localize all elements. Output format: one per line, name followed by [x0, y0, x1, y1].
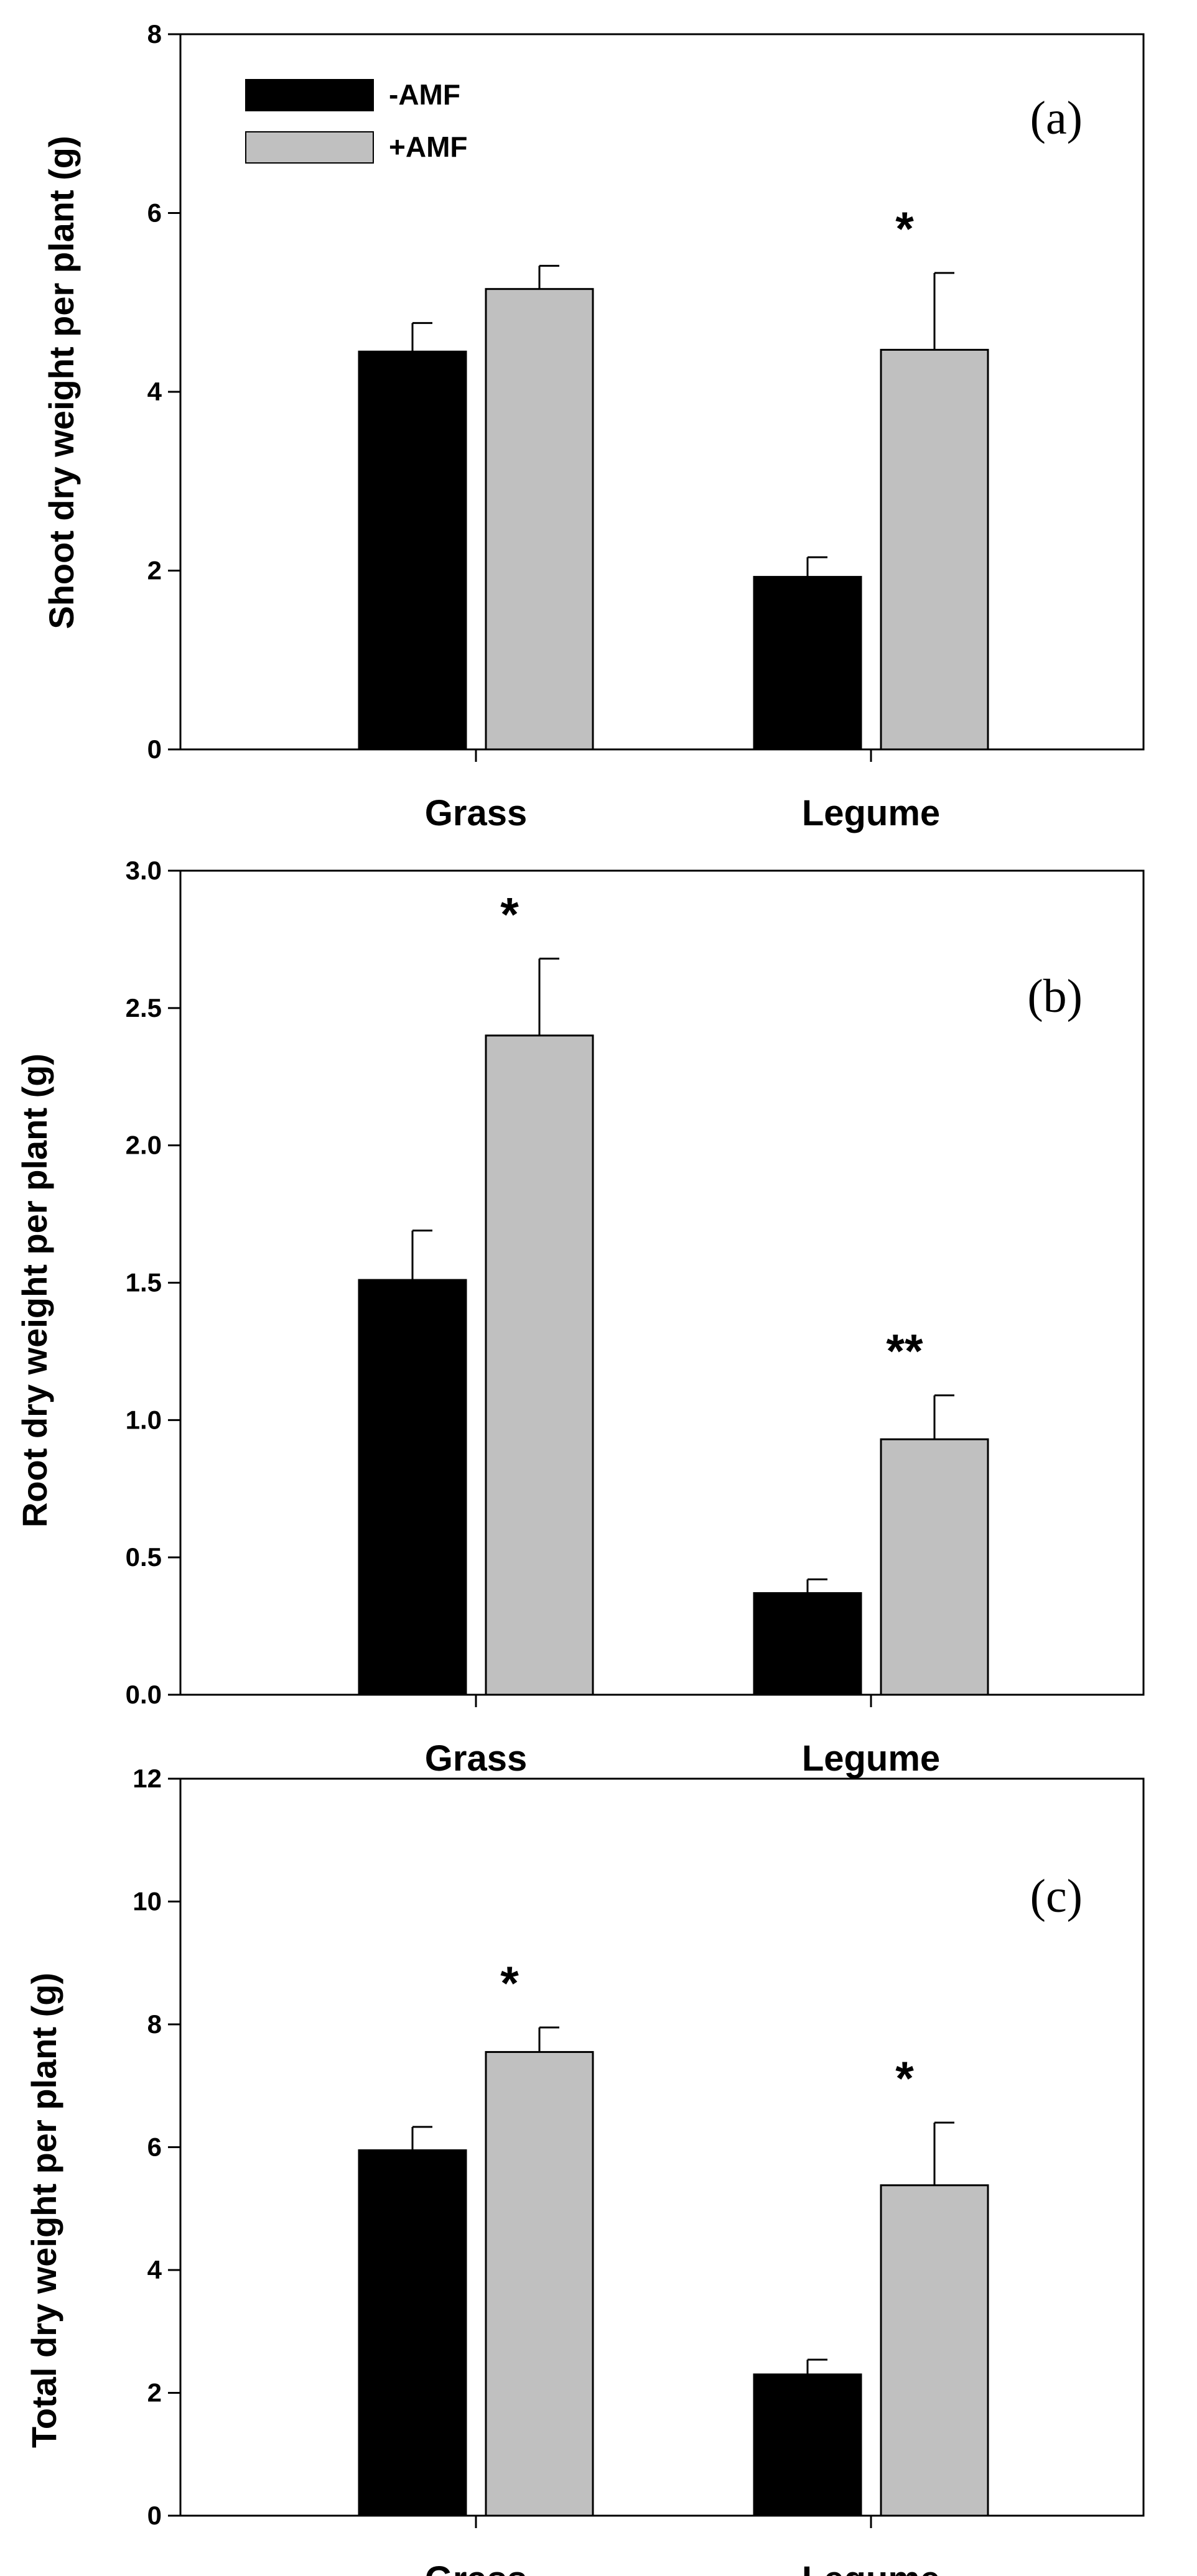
bar: [880, 1438, 989, 1696]
y-tick-label: 2: [147, 556, 162, 585]
legend: -AMF +AMF: [245, 78, 468, 164]
plot-frame: [179, 869, 1145, 1696]
y-tick-label: 8: [147, 19, 162, 49]
bar: [753, 2373, 862, 2517]
bar: [485, 1034, 594, 1696]
y-tick-label: 12: [133, 1764, 162, 1793]
y-tick-label: 2: [147, 2378, 162, 2407]
y-tick-label: 2.0: [126, 1131, 162, 1160]
legend-label-no-amf: -AMF: [389, 78, 460, 111]
y-tick-label: 6: [147, 2133, 162, 2162]
bar: [753, 576, 862, 751]
panel-label: (a): [1030, 92, 1083, 144]
x-tick-label: Legume: [802, 793, 940, 833]
bar: [753, 1592, 862, 1696]
y-tick-label: 0: [147, 2501, 162, 2530]
x-tick-label: Grass: [425, 793, 527, 833]
plot-frame: [179, 1777, 1145, 2517]
y-tick-label: 0.5: [126, 1542, 162, 1572]
bar: [358, 1279, 467, 1696]
y-tick-label: 0.0: [126, 1680, 162, 1709]
x-tick-label: Legume: [802, 2559, 940, 2576]
y-tick-label: 4: [147, 2255, 162, 2284]
legend-label-amf: +AMF: [389, 131, 468, 163]
panel-a: 0 2 4 6 8 Grass Legume * (a) Shoot dry weight p…: [42, 19, 1145, 833]
significance-marker: *: [895, 2052, 914, 2105]
y-tick-label: 3.0: [126, 856, 162, 885]
significance-marker: *: [500, 888, 519, 941]
panel-label: (b): [1027, 970, 1083, 1022]
y-tick-label: 8: [147, 2009, 162, 2039]
significance-marker: **: [886, 1325, 923, 1378]
bar: [485, 2050, 594, 2517]
bar: [358, 350, 467, 751]
x-tick-label: Grass: [425, 2559, 527, 2576]
legend-swatch-no-amf: [245, 79, 374, 111]
y-tick-label: 2.5: [126, 993, 162, 1022]
y-tick-label: 1.5: [126, 1268, 162, 1297]
legend-swatch-amf: [245, 131, 374, 164]
x-tick-label: Grass: [425, 1738, 527, 1779]
y-axis-title: Shoot dry weight per plant (g): [42, 136, 81, 629]
y-tick-label: 0: [147, 734, 162, 764]
y-tick-label: 1.0: [126, 1405, 162, 1434]
significance-marker: *: [895, 203, 914, 256]
significance-marker: *: [500, 1957, 519, 2010]
y-tick-label: 6: [147, 198, 162, 228]
x-tick-label: Legume: [802, 1738, 940, 1779]
bar: [485, 288, 594, 751]
y-axis-title: Total dry weight per plant (g): [24, 1973, 63, 2448]
y-axis-title: Root dry weight per plant (g): [15, 1054, 54, 1527]
bar: [880, 2184, 989, 2517]
bar: [880, 348, 989, 751]
panel-c: 0 2 4 6 8 10 12 Grass Legume * * (c) Total dry wei…: [24, 1764, 1145, 2576]
bar: [358, 2149, 467, 2517]
y-tick-label: 10: [133, 1887, 162, 1916]
panel-label: (c): [1030, 1870, 1083, 1922]
y-tick-label: 4: [147, 377, 162, 406]
